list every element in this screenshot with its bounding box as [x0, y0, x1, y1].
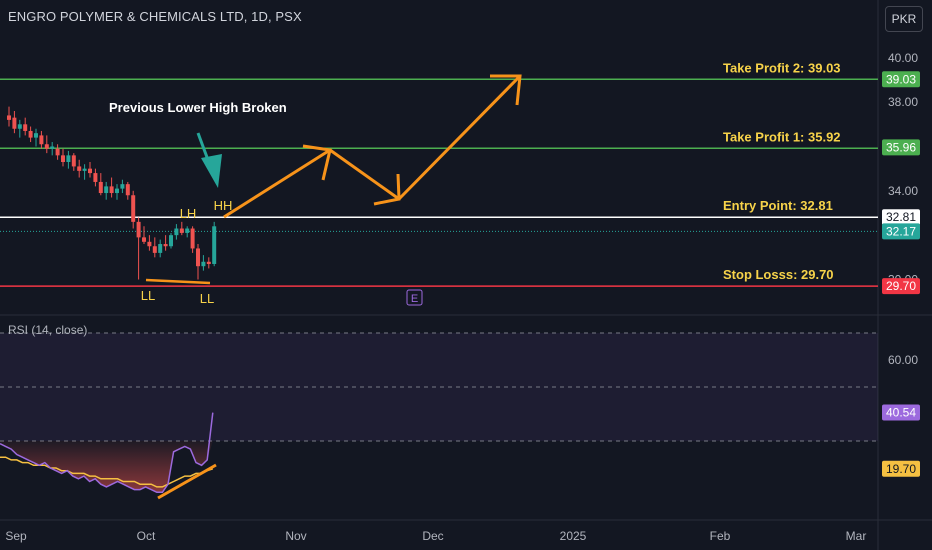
note-arrow-shaft	[196, 132, 210, 161]
candle-body	[39, 135, 44, 145]
price-label-bg	[882, 139, 920, 156]
candle-body	[142, 237, 146, 242]
projection-arrowhead-1	[302, 144, 332, 181]
candle-body	[185, 228, 190, 233]
rsi-divergence-line	[157, 463, 217, 500]
candle-body	[174, 228, 179, 236]
price-tick-label: 38.00	[888, 95, 918, 109]
candle-body	[7, 115, 11, 120]
candle-body	[136, 221, 141, 238]
candle-body	[212, 226, 217, 264]
candle-body	[93, 173, 98, 182]
candle-body	[152, 246, 157, 253]
candle-body	[23, 124, 28, 131]
ll-trendline	[145, 278, 211, 285]
projection-arrowhead-2	[373, 173, 401, 206]
rsi-ma-line	[0, 456, 214, 488]
label-hh: HH	[214, 198, 233, 213]
price-label: 32.17	[886, 224, 916, 238]
currency-button[interactable]: PKR	[885, 6, 923, 32]
candle-body	[190, 228, 195, 249]
candle-body	[55, 148, 60, 156]
time-tick-label: Sep	[5, 529, 27, 543]
time-tick-label: Mar	[846, 529, 867, 543]
candle-body	[71, 155, 76, 167]
time-tick-label: 2025	[560, 529, 587, 543]
price-tick-label: 34.00	[888, 184, 918, 198]
candle-body	[163, 244, 168, 247]
candle-body	[17, 124, 22, 129]
candle-body	[169, 235, 173, 247]
candle-body	[201, 261, 206, 267]
candle-body	[158, 244, 163, 253]
candle-body	[196, 248, 200, 267]
chart-title: ENGRO POLYMER & CHEMICALS LTD, 1D, PSX	[8, 9, 302, 24]
candle-body	[50, 146, 55, 149]
projection-arrowhead-3	[490, 74, 522, 106]
earnings-marker	[406, 289, 423, 306]
candle-body	[109, 186, 114, 194]
candle-body	[28, 130, 33, 138]
time-tick-label: Oct	[137, 529, 156, 543]
label-ll-2: LL	[200, 291, 214, 306]
candle-body	[82, 168, 87, 171]
candle-body	[125, 184, 130, 196]
candle-body	[61, 155, 65, 162]
note-previous-lower-high: Previous Lower High Broken	[109, 100, 287, 115]
price-label: 29.70	[886, 279, 916, 293]
time-tick-label: Nov	[285, 529, 306, 543]
candle-body	[98, 181, 103, 194]
price-label: 32.81	[886, 210, 916, 224]
rsi-ma-value-label: 19.70	[886, 462, 916, 476]
candle-body	[115, 188, 119, 194]
rsi-indicator-label[interactable]: RSI (14, close)	[8, 323, 88, 337]
candle-body	[77, 166, 82, 171]
projection-path	[223, 74, 522, 219]
level-annotation-tp1: Take Profit 1: 35.92	[723, 129, 841, 144]
price-label-bg	[882, 71, 920, 88]
candle-body	[34, 133, 38, 138]
candle-body	[206, 261, 211, 264]
candle-body	[120, 184, 125, 189]
rsi-value-label: 40.54	[886, 406, 916, 420]
price-label-bg	[882, 209, 920, 226]
price-label: 39.03	[886, 72, 916, 86]
rsi-tick-label: 60.00	[888, 353, 918, 367]
candle-body	[179, 228, 184, 233]
candle-body	[44, 144, 49, 149]
rsi-value-label-bg	[882, 404, 920, 421]
candle-body	[66, 155, 71, 162]
rsi-line	[0, 412, 214, 494]
price-label: 35.96	[886, 140, 916, 154]
candle-body	[104, 186, 109, 194]
time-tick-label: Dec	[422, 529, 443, 543]
label-lh: LH	[180, 206, 197, 221]
price-label-bg	[882, 223, 920, 240]
candle-body	[131, 195, 136, 222]
candle-body	[147, 241, 152, 247]
level-annotation-tp2: Take Profit 2: 39.03	[723, 60, 841, 75]
earnings-marker-label: E	[411, 293, 418, 305]
candle-body	[12, 117, 17, 129]
rsi-ma-value-label-bg	[882, 460, 920, 477]
level-annotation-entry: Entry Point: 32.81	[723, 198, 833, 213]
rsi-oversold-fill	[0, 441, 213, 493]
note-arrow-head	[201, 154, 222, 188]
level-annotation-stop: Stop Losss: 29.70	[723, 267, 834, 282]
label-ll-1: LL	[141, 288, 155, 303]
time-tick-label: Feb	[710, 529, 731, 543]
candle-body	[88, 168, 92, 174]
price-tick-label: 40.00	[888, 51, 918, 65]
price-label-bg	[882, 278, 920, 295]
